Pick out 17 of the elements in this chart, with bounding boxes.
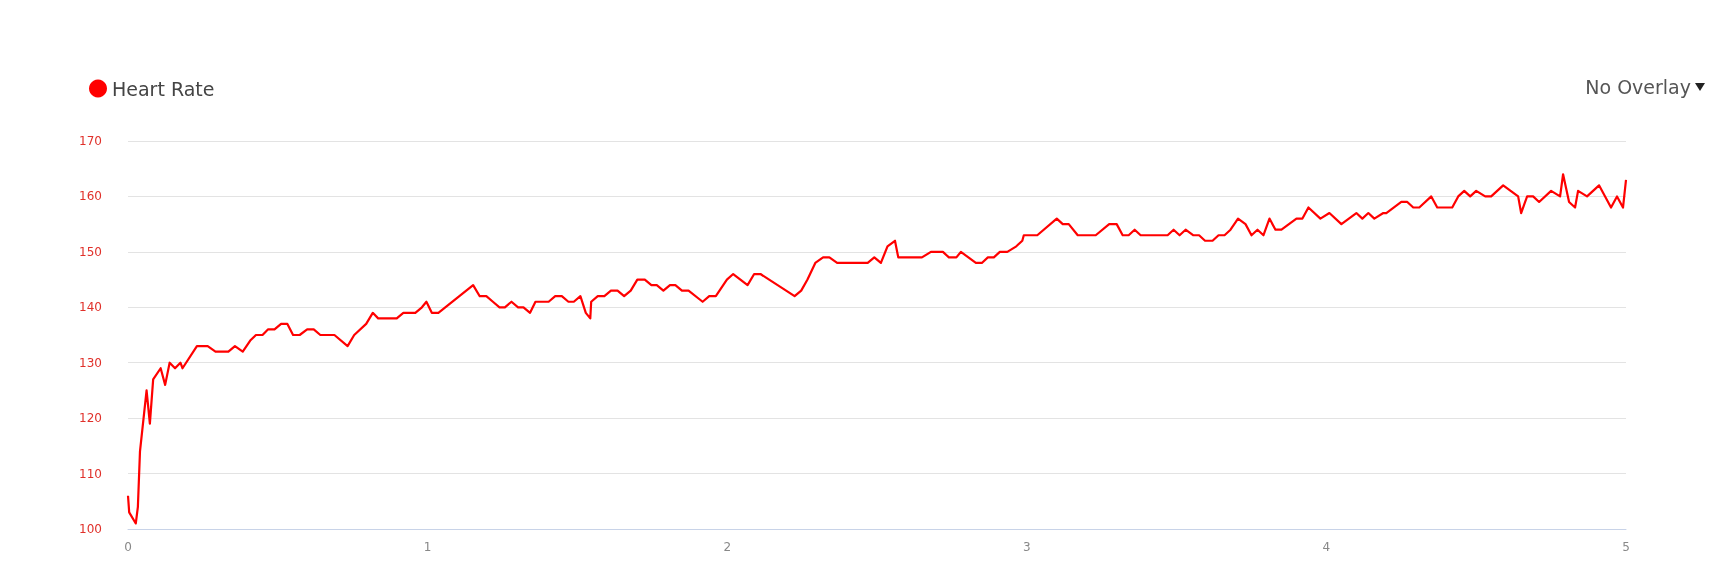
text: No Overlay	[1585, 76, 1691, 98]
y-tick-label: 100	[79, 522, 102, 536]
y-tick-label: 130	[79, 355, 102, 370]
line-series	[126, 173, 1628, 525]
y-tick-label: 110	[79, 466, 102, 481]
x-tick-label: 4	[1322, 540, 1331, 554]
x-tick-label: 2	[723, 540, 732, 554]
y-tick-label: 170	[79, 134, 102, 148]
x-tick-label: 3	[1022, 540, 1031, 554]
x-tick-label: 1	[423, 540, 432, 554]
y-tick-label: 140	[79, 300, 102, 315]
y-tick-label: 120	[79, 411, 102, 426]
y-tick-label: 150	[79, 244, 102, 259]
x-tick-label: 0	[124, 540, 132, 554]
x-tick-label: 5	[1622, 540, 1630, 554]
legend-label: Heart Rate	[112, 77, 215, 100]
y-tick-label: 160	[79, 189, 102, 204]
